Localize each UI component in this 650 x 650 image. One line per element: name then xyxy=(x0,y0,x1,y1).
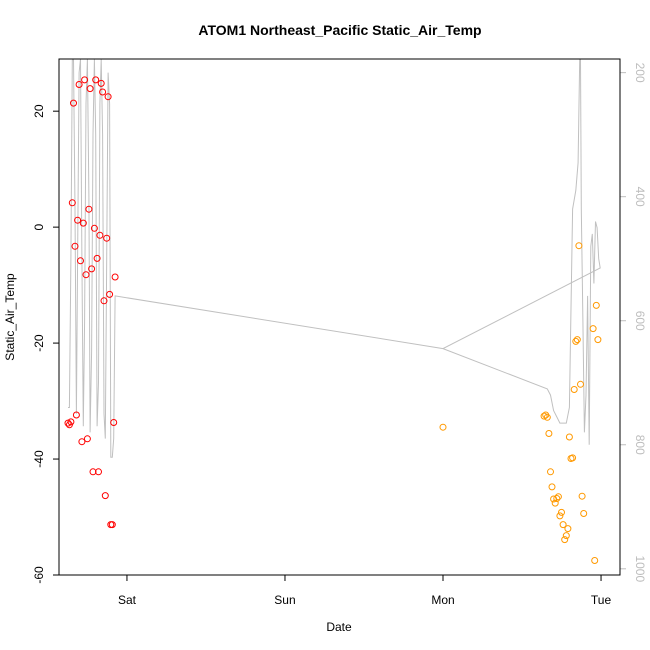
data-point-orange xyxy=(551,499,559,507)
data-point-orange xyxy=(575,242,583,250)
data-point-red xyxy=(92,76,100,84)
data-point-orange xyxy=(578,492,586,500)
y-tick-label: 0 xyxy=(32,223,46,230)
data-point-red xyxy=(106,290,114,298)
x-tick-label: Sat xyxy=(118,593,137,607)
y-tick-label: -40 xyxy=(32,450,46,468)
x-tick-label: Mon xyxy=(431,593,454,607)
secondary-tick-label: 800 xyxy=(633,435,647,455)
data-point-red xyxy=(95,468,102,476)
data-point-red xyxy=(97,79,105,87)
y-tick-label: -20 xyxy=(32,334,46,352)
data-point-orange xyxy=(572,337,580,345)
data-point-orange xyxy=(553,495,561,502)
data-point-orange xyxy=(569,454,577,462)
data-point-red xyxy=(67,418,75,426)
data-point-orange xyxy=(559,521,567,529)
data-point-red xyxy=(71,242,79,250)
data-point-red xyxy=(90,224,98,232)
y-tick-label: 20 xyxy=(32,104,46,118)
data-point-orange xyxy=(570,386,578,393)
data-point-red xyxy=(93,254,101,262)
data-point-orange xyxy=(543,413,551,421)
data-point-red xyxy=(81,76,89,84)
data-point-red xyxy=(68,199,76,207)
data-point-red xyxy=(82,271,90,279)
x-axis-label: Date xyxy=(326,620,352,634)
data-point-orange xyxy=(580,510,588,517)
data-point-red xyxy=(103,234,111,242)
y-axis-label: Static_Air_Temp xyxy=(3,273,17,361)
data-point-orange xyxy=(439,423,447,431)
data-point-orange xyxy=(558,508,565,516)
data-point-red xyxy=(85,205,93,213)
data-point-red xyxy=(83,435,91,443)
data-point-red xyxy=(75,81,83,88)
data-point-orange xyxy=(545,430,553,437)
data-point-red xyxy=(88,265,96,273)
data-point-red xyxy=(101,492,109,500)
x-tick-label: Sun xyxy=(274,593,295,607)
data-point-red xyxy=(108,521,116,529)
data-point-red xyxy=(86,85,94,93)
data-point-red xyxy=(79,219,87,227)
data-point-orange xyxy=(577,380,584,388)
data-point-orange xyxy=(564,525,572,533)
data-point-orange xyxy=(561,536,569,544)
data-point-red xyxy=(104,93,112,101)
chart-title: ATOM1 Northeast_Pacific Static_Air_Temp xyxy=(198,22,481,38)
data-point-orange xyxy=(548,483,556,491)
data-point-orange xyxy=(592,301,600,309)
data-point-red xyxy=(74,216,82,224)
data-point-red xyxy=(72,411,80,419)
data-point-orange xyxy=(591,557,599,564)
secondary-series-line xyxy=(68,59,601,458)
data-point-red xyxy=(111,273,119,281)
data-point-orange xyxy=(540,412,548,420)
data-point-red xyxy=(70,99,77,107)
data-point-orange xyxy=(547,468,554,476)
data-point-orange xyxy=(556,512,564,520)
plot-frame xyxy=(58,58,621,576)
secondary-tick-label: 600 xyxy=(633,311,647,331)
secondary-tick-label: 400 xyxy=(633,187,647,207)
secondary-tick-label: 1000 xyxy=(633,555,647,582)
data-point-red xyxy=(99,88,107,96)
data-point-orange xyxy=(594,336,602,344)
data-point-orange xyxy=(562,532,570,540)
secondary-tick-label: 200 xyxy=(633,63,647,83)
y-tick-label: -60 xyxy=(32,566,46,584)
secondary-series-layer xyxy=(68,59,601,458)
data-point-red xyxy=(78,438,86,446)
x-tick-label: Tue xyxy=(591,593,612,607)
data-point-red xyxy=(110,419,118,426)
data-point-red xyxy=(100,297,108,305)
points-layer xyxy=(64,76,602,564)
data-point-orange xyxy=(554,493,562,501)
data-point-orange xyxy=(573,336,581,344)
data-point-orange xyxy=(589,325,597,333)
data-point-red xyxy=(96,231,104,239)
data-point-red xyxy=(77,257,84,265)
data-point-orange xyxy=(565,433,573,441)
